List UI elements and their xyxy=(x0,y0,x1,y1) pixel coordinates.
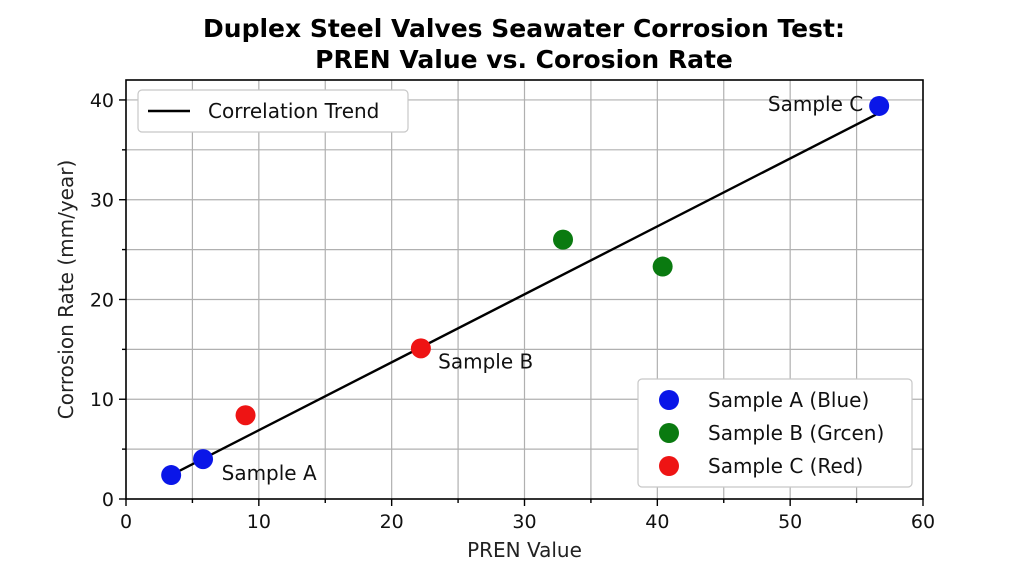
x-tick-label: 10 xyxy=(247,511,271,533)
y-axis-label: Corrosion Rate (mm/year) xyxy=(54,160,78,419)
trend-line xyxy=(170,111,880,477)
legend-label: Sample C (Red) xyxy=(708,454,863,478)
plot-area: Sample A Sample B Sample C xyxy=(161,92,890,486)
annotation-1: Sample A xyxy=(222,461,317,485)
annotation-3: Sample C xyxy=(768,92,863,116)
x-axis-label: PREN Value xyxy=(467,538,582,562)
y-tick-label: 20 xyxy=(90,289,114,311)
data-point-1-3 xyxy=(869,95,890,116)
x-tick-label: 60 xyxy=(911,511,935,533)
legend-marker-swatch xyxy=(659,390,679,410)
annotation-2: Sample B xyxy=(438,349,533,373)
y-tick-label: 0 xyxy=(102,489,114,511)
data-point-3-2 xyxy=(410,338,431,359)
x-tick-label: 40 xyxy=(645,511,669,533)
x-tick-label: 30 xyxy=(512,511,536,533)
legend-trend-box xyxy=(137,89,409,133)
chart-title-line-1: Duplex Steel Valves Seawater Corrosion T… xyxy=(203,14,845,43)
legend-marker-swatch xyxy=(659,456,679,476)
legend-marker-swatch xyxy=(659,423,679,443)
data-point-3-1 xyxy=(235,405,256,426)
legend-label: Correlation Trend xyxy=(208,99,379,123)
legend-label: Sample A (Blue) xyxy=(708,388,869,412)
y-tick-label: 40 xyxy=(90,90,114,112)
data-point-2-1 xyxy=(553,229,574,250)
x-tick-label: 0 xyxy=(120,511,132,533)
chart-title-line-2: PREN Value vs. Corosion Rate xyxy=(315,45,733,74)
x-tick-label: 50 xyxy=(778,511,802,533)
axes: 0 10 20 30 40 50 60 0 10 20 30 40 PREN Value Corrosio… xyxy=(54,79,935,562)
y-tick-label: 10 xyxy=(90,389,114,411)
data-point-1-1 xyxy=(161,465,182,486)
x-tick-label: 20 xyxy=(380,511,404,533)
chart-title: Duplex Steel Valves Seawater Corrosion T… xyxy=(203,14,845,74)
legend-samples-box xyxy=(637,378,913,488)
data-point-2-2 xyxy=(652,256,673,277)
y-tick-label: 30 xyxy=(90,190,114,212)
legends: Correlation Trend Sample A (Blue) Sample B… xyxy=(137,89,913,488)
legend-label: Sample B (Grcen) xyxy=(708,421,884,445)
data-point-1-2 xyxy=(193,449,214,470)
